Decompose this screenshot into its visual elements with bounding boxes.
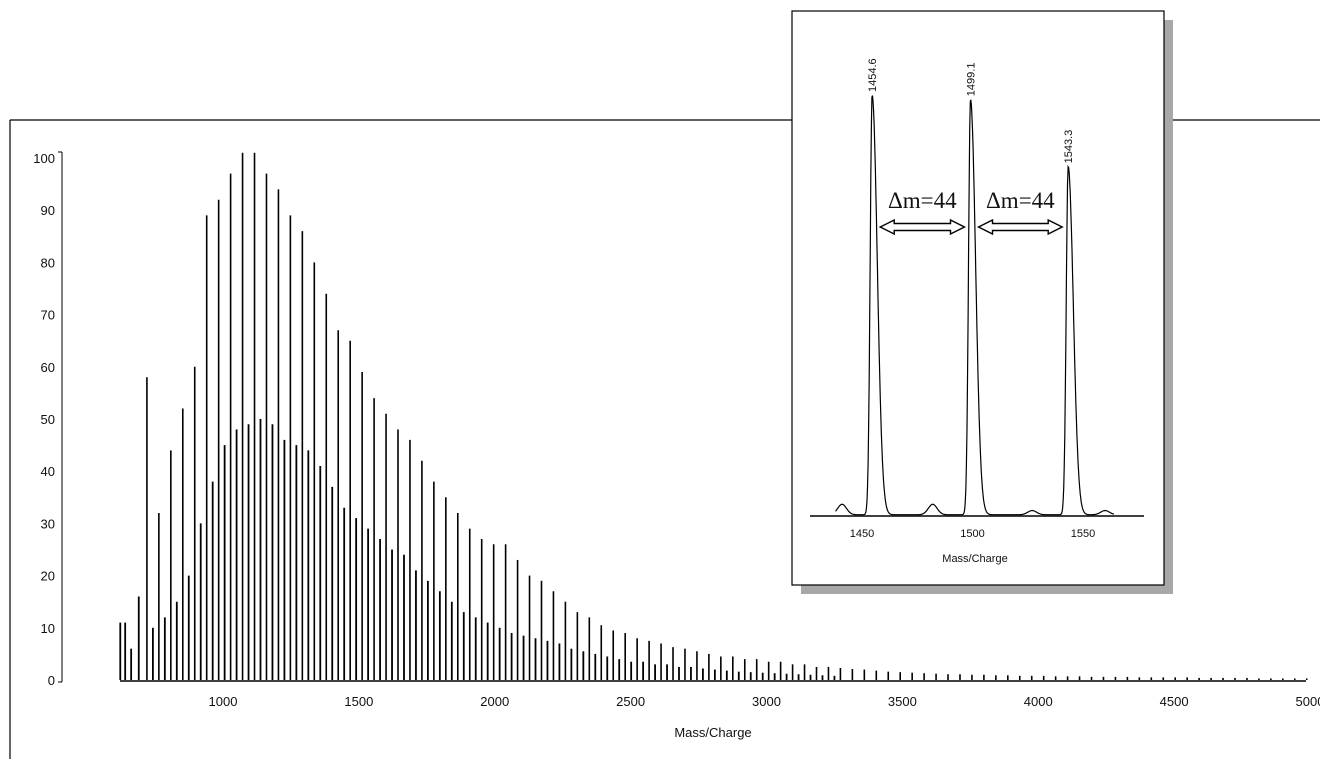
- y-tick-label: 90: [41, 203, 55, 218]
- spectrum-peaks: [119, 152, 1308, 680]
- x-tick-label: 4000: [1024, 694, 1053, 709]
- x-tick-label: 1000: [209, 694, 238, 709]
- y-tick-label: 60: [41, 360, 55, 375]
- y-tick-label: 30: [41, 516, 55, 531]
- y-tick-label: 20: [41, 569, 55, 584]
- peak-label: 1543.3: [1063, 130, 1075, 164]
- peak-label: 1499.1: [966, 63, 978, 97]
- x-tick-label: 1500: [344, 694, 373, 709]
- y-tick-label: 10: [41, 621, 55, 636]
- x-tick-label: 2500: [616, 694, 645, 709]
- inset-peak-labels: 1454.6 1499.1 1543.3: [867, 58, 1075, 163]
- x-tick-label: 3000: [752, 694, 781, 709]
- y-tick-label: 0: [48, 673, 55, 688]
- inset-frame: [791, 10, 1165, 586]
- x-tick-label: 2000: [480, 694, 509, 709]
- y-tick-label: 100: [33, 151, 55, 166]
- inset-x-tick-label: 1450: [850, 528, 874, 540]
- x-tick-label: 5000: [1296, 694, 1320, 709]
- delta-annotations: Δm=44 Δm=44: [878, 188, 1064, 236]
- y-tick-labels: 0 10 20 30 40 50 60 70 80 90 100: [33, 151, 55, 688]
- inset-spectrum-trace: [835, 95, 1115, 516]
- x-tick-labels: 1000 1500 2000 2500 3000 3500 4000 4500 5000: [209, 694, 1320, 709]
- y-tick-label: 40: [41, 464, 55, 479]
- double-arrow: [976, 218, 1064, 236]
- inset-x-tick-label: 1550: [1071, 528, 1095, 540]
- y-tick-label: 70: [41, 308, 55, 323]
- double-arrow: [878, 218, 967, 236]
- y-tick-label: 50: [41, 412, 55, 427]
- x-tick-label: 3500: [888, 694, 917, 709]
- delta-m-label: Δm=44: [986, 188, 1055, 213]
- y-tick-label: 80: [41, 255, 55, 270]
- delta-m-label: Δm=44: [888, 188, 957, 213]
- main-chart: 0 10 20 30 40 50 60 70 80 90 100 1000 1500 2000 2500 3…: [9, 119, 1320, 759]
- inset-x-tick-label: 1500: [960, 528, 984, 540]
- peak-label: 1454.6: [867, 58, 879, 92]
- x-tick-label: 4500: [1160, 694, 1189, 709]
- x-axis-label: Mass/Charge: [674, 725, 751, 740]
- inset-x-axis-label: Mass/Charge: [942, 553, 1007, 565]
- inset-x-tick-labels: 1450 1500 1550: [850, 528, 1095, 540]
